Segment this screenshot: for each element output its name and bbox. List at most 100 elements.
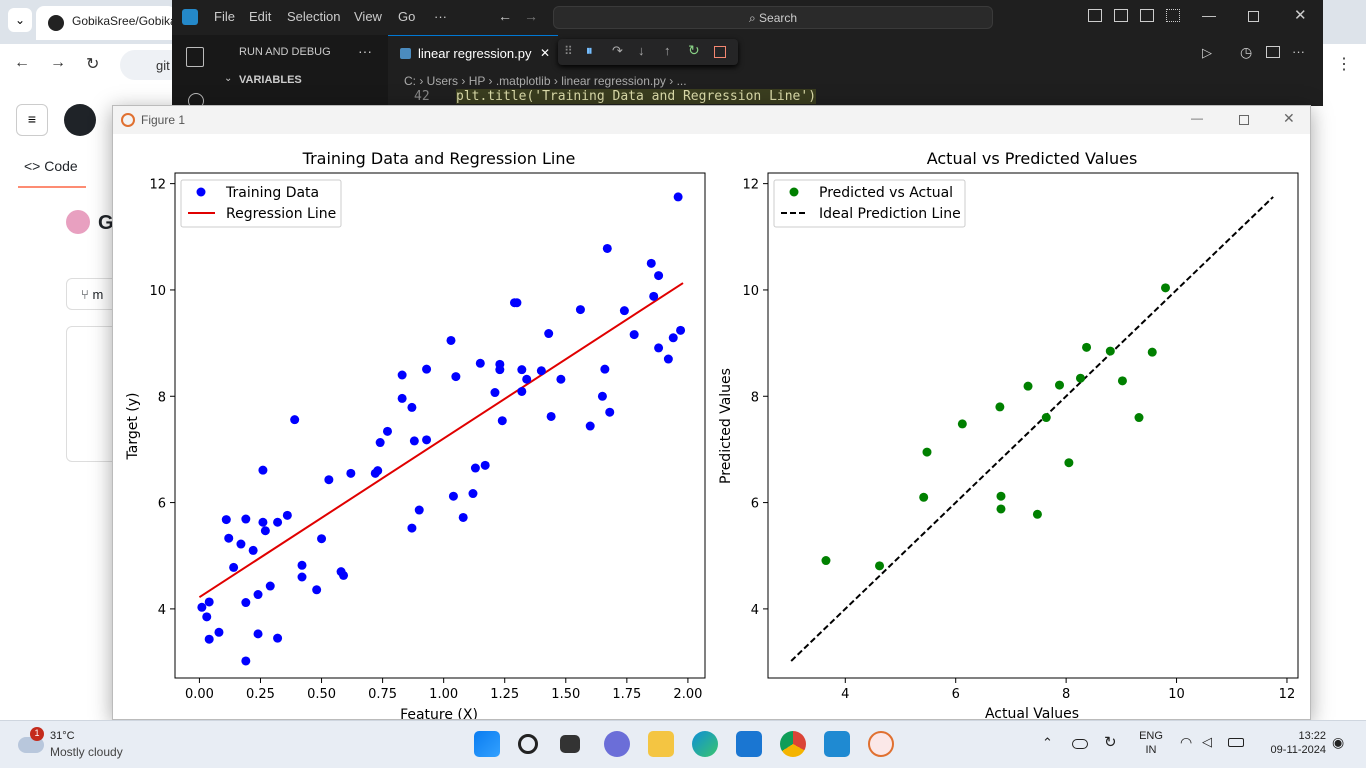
chrome-menu-icon[interactable]: ⋮: [1336, 56, 1352, 73]
onedrive-icon[interactable]: [1072, 739, 1088, 749]
restart-icon[interactable]: ↻: [688, 42, 700, 58]
battery-icon[interactable]: [1228, 738, 1244, 747]
repo-name[interactable]: G: [98, 212, 114, 234]
explorer-icon[interactable]: [186, 47, 204, 67]
editor-more-icon[interactable]: ···: [1292, 44, 1305, 59]
data-point: [282, 510, 292, 520]
vscode-window: File Edit Selection View Go ··· ← → ⌕ Se…: [172, 0, 1323, 109]
data-point: [317, 534, 327, 544]
start-windows-icon[interactable]: [474, 731, 500, 757]
store-icon[interactable]: [736, 731, 762, 757]
volume-icon[interactable]: ◁: [1202, 734, 1212, 749]
task-view-icon[interactable]: [560, 735, 580, 753]
breadcrumb-file[interactable]: linear regression.py: [561, 74, 666, 88]
breadcrumb-item[interactable]: ...: [676, 74, 687, 88]
tray-chevron-icon[interactable]: ⌃: [1042, 735, 1053, 750]
weather-description: Mostly cloudy: [50, 745, 123, 759]
data-point: [422, 435, 432, 445]
figure-titlebar: Figure 1 — ✕: [113, 106, 1310, 134]
weather-badge: 1: [30, 727, 44, 741]
breadcrumb-item[interactable]: HP: [468, 74, 486, 88]
figure-maximize-icon[interactable]: [1239, 115, 1249, 125]
editor-tab[interactable]: linear regression.py ✕: [388, 35, 558, 70]
maximize-icon[interactable]: [1248, 11, 1259, 22]
x-tick-label: 8: [1062, 687, 1070, 702]
forward-arrow-icon[interactable]: →: [50, 54, 66, 71]
sync-icon[interactable]: ↻: [1104, 734, 1117, 751]
data-point: [646, 258, 656, 268]
timeline-icon[interactable]: ◷: [1240, 44, 1253, 60]
clock[interactable]: 13:22 09-11-2024: [1256, 730, 1326, 756]
github-logo-icon[interactable]: [64, 104, 96, 136]
sidebar-more-icon[interactable]: ···: [358, 43, 372, 59]
step-out-icon[interactable]: ↑: [664, 43, 671, 58]
data-point: [407, 523, 417, 533]
split-editor-icon[interactable]: [1266, 46, 1280, 58]
data-point: [475, 358, 485, 368]
back-arrow-icon[interactable]: ←: [14, 54, 30, 71]
menu-edit[interactable]: Edit: [249, 9, 272, 24]
figure-close-icon[interactable]: ✕: [1283, 110, 1295, 126]
legend-marker-training: [196, 187, 206, 197]
weather-widget[interactable]: 1 31°C Mostly cloudy: [14, 727, 164, 763]
data-point: [517, 386, 527, 396]
y-tick-label: 10: [149, 284, 166, 299]
close-icon[interactable]: ✕: [1294, 7, 1307, 24]
step-into-icon[interactable]: ↓: [638, 43, 645, 58]
search-icon[interactable]: [518, 734, 538, 754]
minimize-icon[interactable]: —: [1202, 7, 1216, 23]
chrome-tab[interactable]: GobikaSree/Gobika: [36, 6, 176, 40]
data-point: [248, 545, 258, 555]
tab-close-icon[interactable]: ✕: [540, 46, 551, 60]
data-point: [497, 416, 507, 426]
gh-tab-code[interactable]: <> Code: [18, 158, 86, 188]
x-tick-label: 1.00: [429, 687, 458, 702]
x-tick-label: 0.50: [307, 687, 336, 702]
nav-back-icon[interactable]: ←: [498, 8, 512, 24]
file-explorer-icon[interactable]: [648, 731, 674, 757]
wifi-icon[interactable]: ◠: [1180, 734, 1193, 750]
y-tick-label: 8: [751, 390, 759, 405]
code-line[interactable]: 42 plt.title('Training Data and Regressi…: [388, 89, 1323, 106]
data-point: [585, 421, 595, 431]
menu-go[interactable]: Go: [398, 9, 416, 24]
nav-forward-icon[interactable]: →: [524, 8, 538, 24]
legend: Predicted vs Actual Ideal Prediction Lin…: [773, 179, 966, 228]
drag-handle-icon[interactable]: ⠿: [564, 44, 573, 58]
chrome-icon[interactable]: [780, 731, 806, 757]
notification-bell-icon[interactable]: ◉: [1332, 734, 1345, 750]
tab-search-button[interactable]: ⌄: [8, 8, 32, 32]
menu-view[interactable]: View: [354, 9, 382, 24]
reload-icon[interactable]: ↻: [86, 56, 100, 73]
activity-bar: [172, 35, 220, 109]
chevron-down-icon[interactable]: ⌄: [224, 73, 233, 84]
vscode-titlebar: File Edit Selection View Go ··· ← → ⌕ Se…: [172, 0, 1323, 35]
figure-minimize-icon[interactable]: —: [1191, 111, 1203, 125]
toggle-sidebar-icon[interactable]: [1088, 9, 1102, 22]
menu-file[interactable]: File: [214, 9, 235, 24]
pause-icon[interactable]: ⏸: [586, 43, 593, 58]
breadcrumb-item[interactable]: Users: [426, 74, 459, 88]
language-indicator[interactable]: ENG IN: [1136, 730, 1166, 756]
menu-selection[interactable]: Selection: [287, 9, 341, 24]
breadcrumb-item[interactable]: C:: [404, 74, 416, 88]
step-over-icon[interactable]: ↷: [612, 43, 623, 58]
address-bar[interactable]: git: [120, 50, 180, 80]
customize-layout-icon[interactable]: [1166, 9, 1180, 22]
data-point: [495, 365, 505, 375]
menu-more[interactable]: ···: [434, 9, 447, 24]
data-point: [339, 570, 349, 580]
vscode-icon[interactable]: [824, 731, 850, 757]
run-icon[interactable]: ▷: [1202, 45, 1212, 60]
toggle-secondary-sidebar-icon[interactable]: [1140, 9, 1154, 22]
edge-icon[interactable]: [692, 731, 718, 757]
data-point: [241, 598, 251, 608]
toggle-panel-icon[interactable]: [1114, 9, 1128, 22]
breadcrumb-item[interactable]: .matplotlib: [495, 74, 551, 88]
command-center-search[interactable]: ⌕ Search: [553, 6, 993, 29]
stop-icon[interactable]: [714, 46, 726, 58]
chat-icon[interactable]: [604, 731, 630, 757]
hamburger-menu-button[interactable]: ≡: [16, 104, 48, 136]
matplotlib-taskbar-icon[interactable]: [868, 731, 894, 757]
variables-section[interactable]: VARIABLES: [239, 74, 302, 86]
